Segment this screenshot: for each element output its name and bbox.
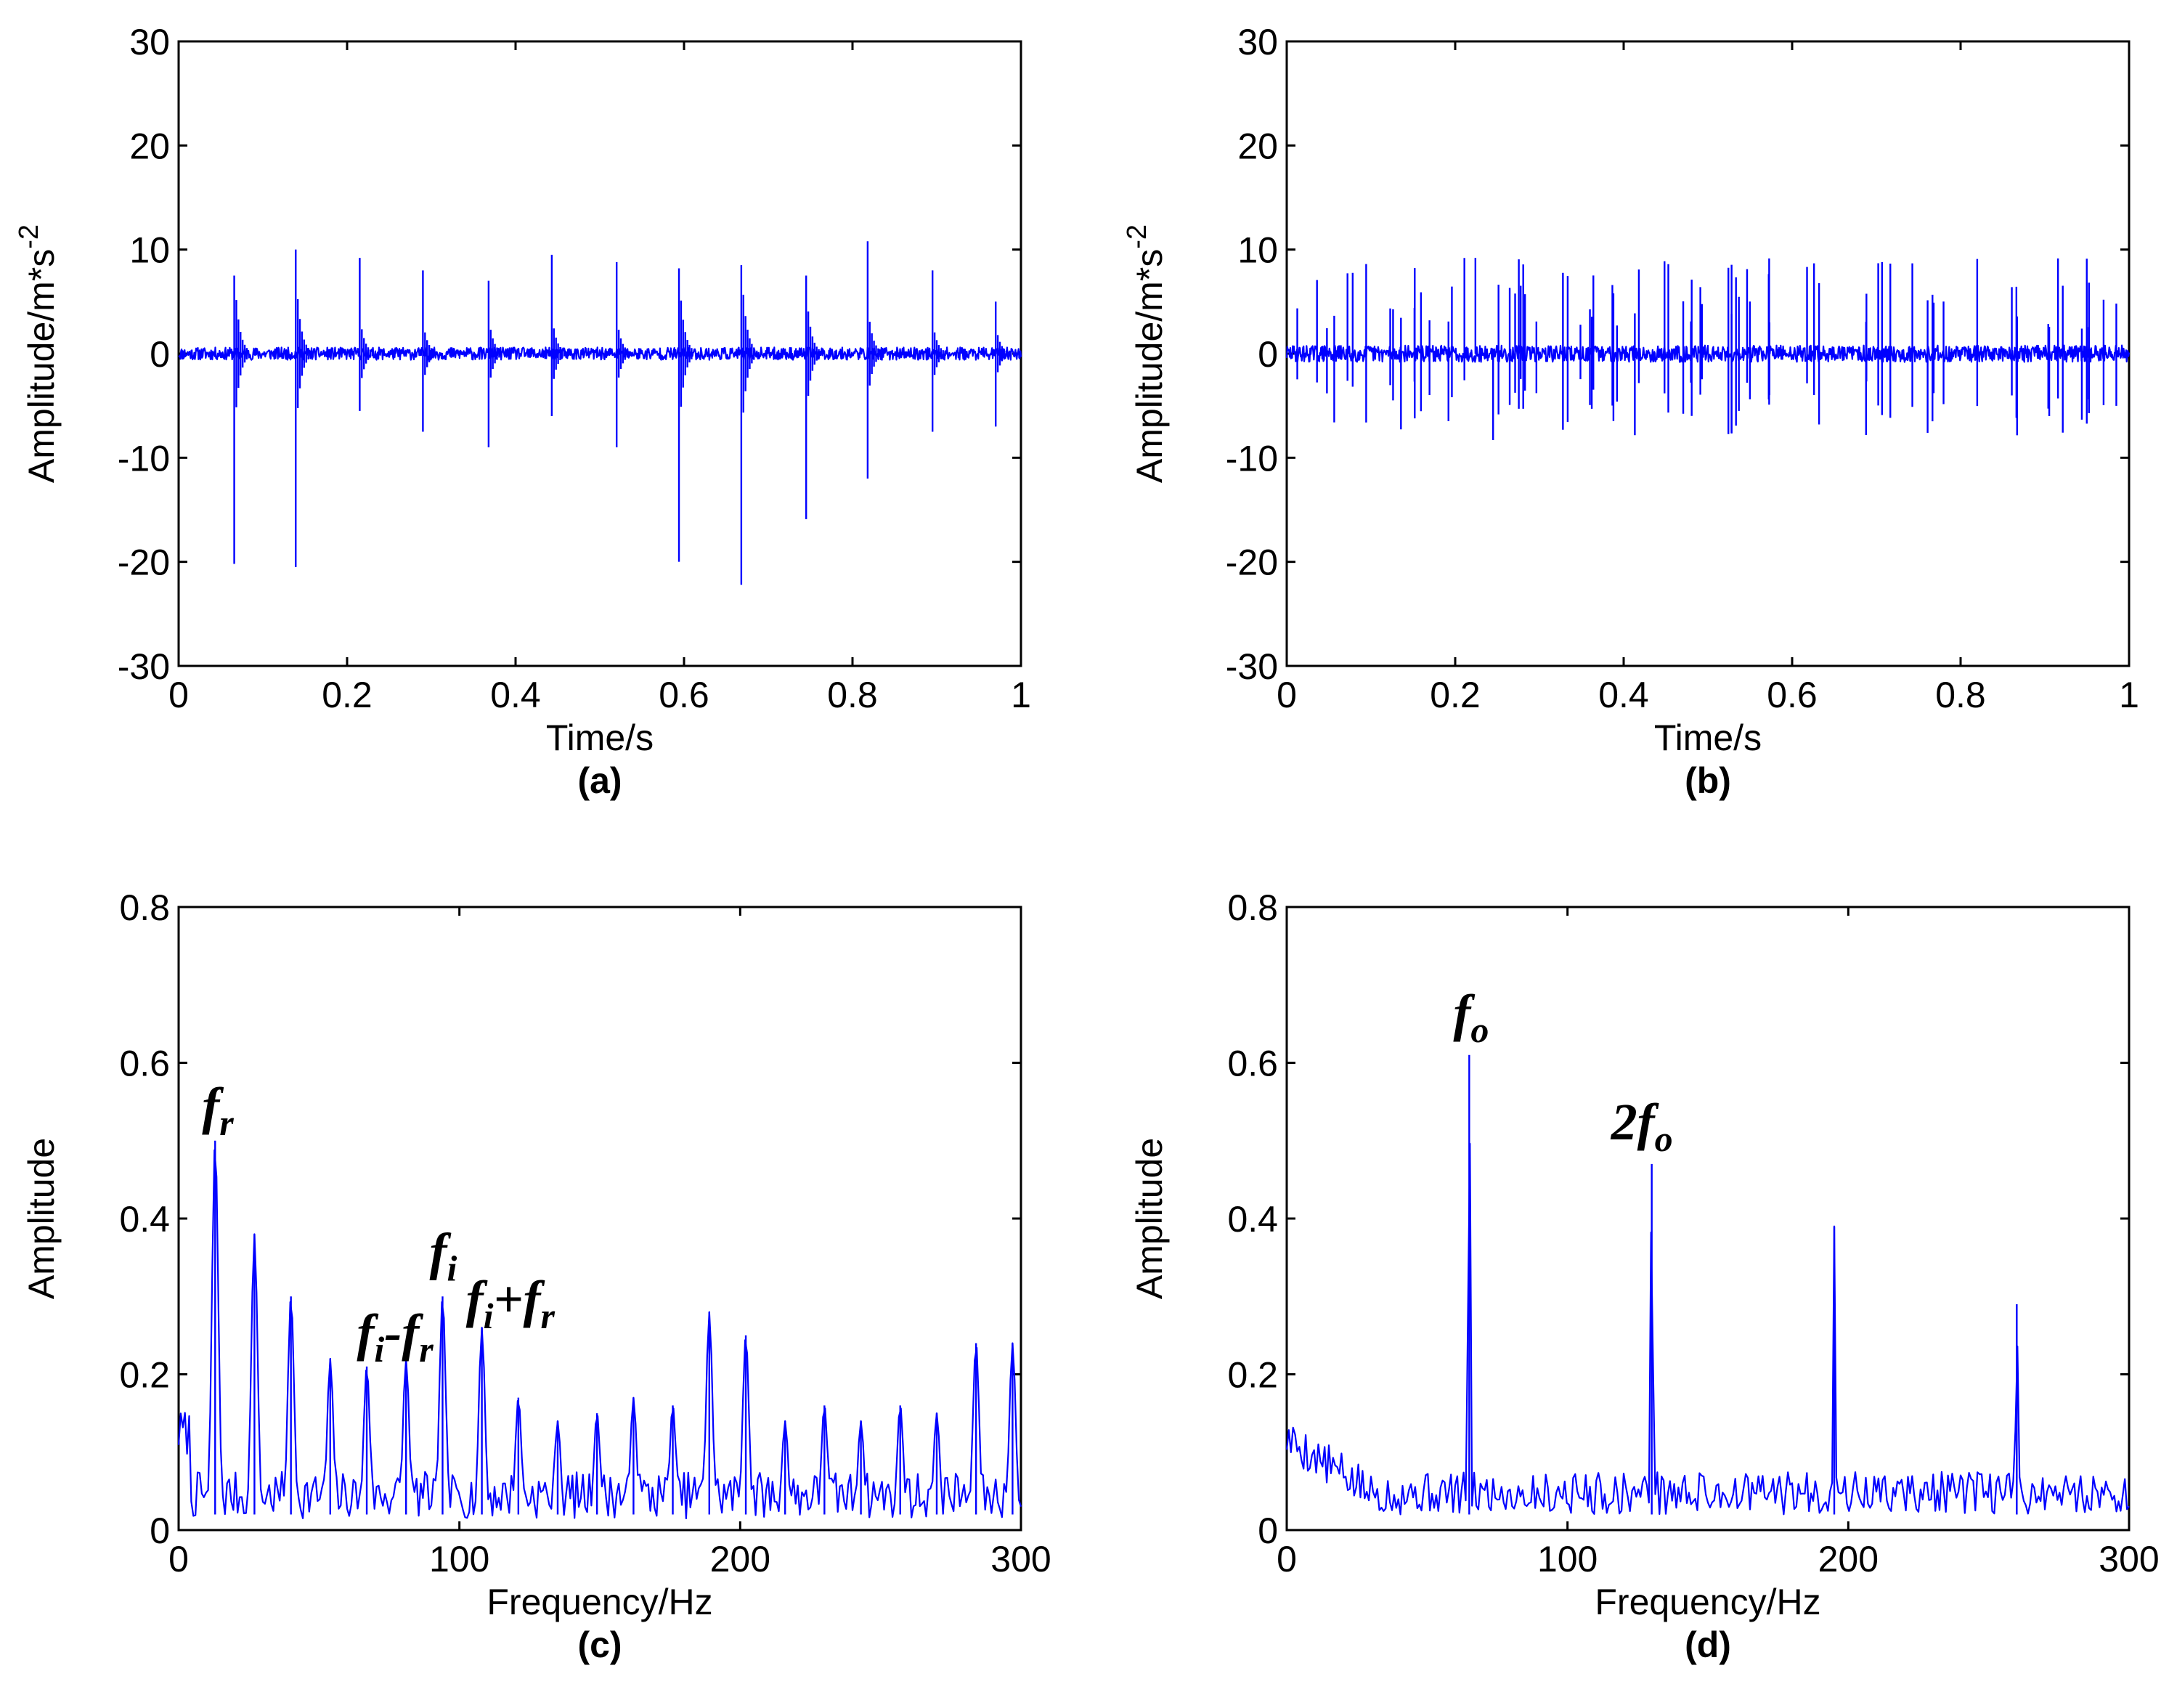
x-tick-label: 0	[1277, 1539, 1297, 1579]
panel-caption: (c)	[577, 1624, 622, 1665]
y-tick-label: -10	[1226, 438, 1278, 479]
x-tick-label: 200	[710, 1539, 770, 1579]
annotation-2fo: 2fo	[1611, 1093, 1673, 1159]
x-tick-label: 0.8	[1935, 675, 1986, 715]
y-axis-label-text: Amplitude	[1129, 1138, 1170, 1299]
y-tick-label: 0	[150, 334, 170, 375]
y-tick-label: 0.6	[1227, 1044, 1278, 1084]
y-tick-label: 10	[1237, 230, 1278, 271]
plot-frame	[177, 906, 1022, 1532]
annotation-subscript: r	[219, 1102, 234, 1143]
x-tick-label: 0	[168, 675, 189, 715]
y-tick-label: 30	[1237, 22, 1278, 62]
y-tick-label: 0.2	[119, 1355, 170, 1396]
annotation-subscript: i	[484, 1296, 494, 1336]
x-tick-label: 300	[990, 1539, 1051, 1579]
y-tick-label: -30	[1226, 646, 1278, 687]
y-tick-label: 0	[150, 1510, 170, 1551]
y-tick-label: 0.8	[119, 887, 170, 928]
y-tick-label: -20	[118, 542, 170, 583]
y-axis-label-text: Amplitude	[21, 1138, 62, 1299]
y-tick-label: 20	[1237, 126, 1278, 166]
x-tick-label: 0	[168, 1539, 189, 1579]
x-tick-label: 100	[429, 1539, 489, 1579]
panel-caption: (d)	[1685, 1624, 1731, 1665]
y-tick-label: -20	[1226, 542, 1278, 583]
y-axis-label: Amplitude/m*s-2	[14, 224, 62, 483]
y-axis-label: Amplitude/m*s-2	[1122, 224, 1170, 483]
x-tick-label: 0.4	[1598, 675, 1649, 715]
panel-a: 0 0.2 0.4 0.6 0.8 1 -30 -20 -10 0 10 20 30 Time/s(a) A…	[14, 22, 1031, 801]
panel-d: 0 100 200 300 0 0.2 0.4 0.6 0.8 Frequency/Hz(d) Am…	[1129, 887, 2160, 1665]
y-tick-label: 0.2	[1227, 1355, 1278, 1396]
y-tick-label: -10	[118, 438, 170, 479]
y-axis-label-text: Amplitude/m*s	[21, 249, 62, 483]
x-tick-label: 0.6	[1767, 675, 1818, 715]
x-tick-label: 0.6	[659, 675, 709, 715]
y-tick-label: 30	[129, 22, 170, 62]
plot-frame	[1285, 906, 2131, 1532]
y-tick-label: 20	[129, 126, 170, 166]
annotation-operator: -	[384, 1304, 402, 1362]
y-tick-label: 0	[1258, 334, 1278, 375]
x-tick-label: 0.2	[322, 675, 373, 715]
annotation-fi-fr: fi-fr	[357, 1304, 434, 1370]
annotation-prefix: 2	[1611, 1093, 1637, 1151]
x-axis-label: Frequency/Hz	[487, 1582, 712, 1622]
annotation-subscript-2: r	[419, 1329, 434, 1370]
x-tick-label: 300	[2099, 1539, 2159, 1579]
annotation-fo: fo	[1453, 984, 1489, 1050]
panel-caption: (a)	[577, 760, 622, 801]
annotation-subscript: o	[1655, 1118, 1673, 1159]
annotation-fr: fr	[202, 1077, 234, 1143]
x-tick-label: 200	[1818, 1539, 1879, 1579]
annotation-subscript-2: r	[541, 1296, 556, 1336]
spectrum-line	[177, 1149, 1022, 1519]
y-axis-label: Amplitude	[1129, 1138, 1170, 1299]
annotation-subscript: i	[447, 1248, 457, 1288]
panel-c: 0 100 200 300 0 0.2 0.4 0.6 0.8 Frequency/Hz(c) Am…	[21, 887, 1051, 1665]
x-tick-label: 0.4	[490, 675, 541, 715]
spectrum-line	[1285, 1142, 2130, 1516]
y-tick-label: 0.8	[1227, 887, 1278, 928]
annotation-operator: +	[493, 1270, 523, 1328]
annotation-fi: fi	[429, 1222, 457, 1288]
y-axis-label-text: Amplitude/m*s	[1129, 249, 1170, 483]
y-tick-label: -30	[118, 646, 170, 687]
x-tick-label: 100	[1537, 1539, 1598, 1579]
y-tick-label: 0.6	[119, 1044, 170, 1084]
x-axis-label: Frequency/Hz	[1595, 1582, 1820, 1622]
y-tick-label: 10	[129, 230, 170, 271]
y-axis-label: Amplitude	[21, 1138, 62, 1299]
y-tick-label: 0.4	[1227, 1199, 1278, 1240]
x-axis-label: Time/s	[546, 717, 654, 758]
annotation-subscript: i	[374, 1329, 384, 1370]
x-tick-label: 1	[1011, 675, 1031, 715]
annotation-subscript: o	[1470, 1009, 1489, 1050]
panel-b: 0 0.2 0.4 0.6 0.8 1 -30 -20 -10 0 10 20 30 Time/s(b) A…	[1122, 22, 2139, 801]
noise-trace	[1285, 344, 2131, 363]
panel-caption: (b)	[1685, 760, 1731, 801]
annotation-fi+fr: fi+fr	[466, 1270, 556, 1336]
x-tick-label: 0.2	[1430, 675, 1481, 715]
x-axis-label: Time/s	[1654, 717, 1762, 758]
x-tick-label: 0	[1277, 675, 1297, 715]
y-axis-label-exponent: -2	[1122, 224, 1152, 249]
y-tick-label: 0	[1258, 1510, 1278, 1551]
y-axis-label-exponent: -2	[14, 224, 44, 249]
x-tick-label: 1	[2119, 675, 2139, 715]
x-tick-label: 0.8	[827, 675, 878, 715]
y-tick-label: 0.4	[119, 1199, 170, 1240]
